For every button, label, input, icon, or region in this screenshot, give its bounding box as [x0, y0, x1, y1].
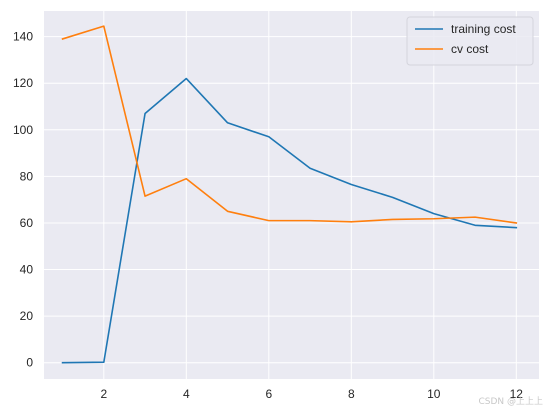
y-tick-label: 60 — [20, 216, 34, 230]
legend-label: training cost — [451, 22, 516, 36]
plot-area — [44, 11, 539, 379]
x-tick-label: 6 — [265, 387, 272, 401]
y-axis-ticks: 0 20 40 60 80 100 120 140 — [13, 30, 33, 370]
x-tick-label: 2 — [100, 387, 107, 401]
x-tick-label: 4 — [183, 387, 190, 401]
series-line-training-cost — [61, 77, 518, 364]
y-tick-label: 100 — [13, 123, 33, 137]
series-lines — [61, 25, 518, 364]
y-tick-label: 0 — [26, 356, 33, 370]
y-tick-label: 140 — [13, 30, 33, 44]
y-tick-label: 20 — [20, 309, 34, 323]
x-tick-label: 10 — [427, 387, 441, 401]
x-tick-label: 12 — [510, 387, 524, 401]
x-axis-ticks: 2 4 6 8 10 12 — [100, 387, 523, 401]
y-tick-label: 40 — [20, 263, 34, 277]
y-tick-label: 80 — [20, 169, 34, 183]
legend: training cost cv cost — [406, 16, 534, 66]
y-tick-label: 120 — [13, 76, 33, 90]
watermark: CSDN @上上上 — [478, 396, 543, 407]
legend-label: cv cost — [451, 42, 489, 56]
x-tick-label: 8 — [348, 387, 355, 401]
series-line-cv-cost — [61, 25, 518, 224]
